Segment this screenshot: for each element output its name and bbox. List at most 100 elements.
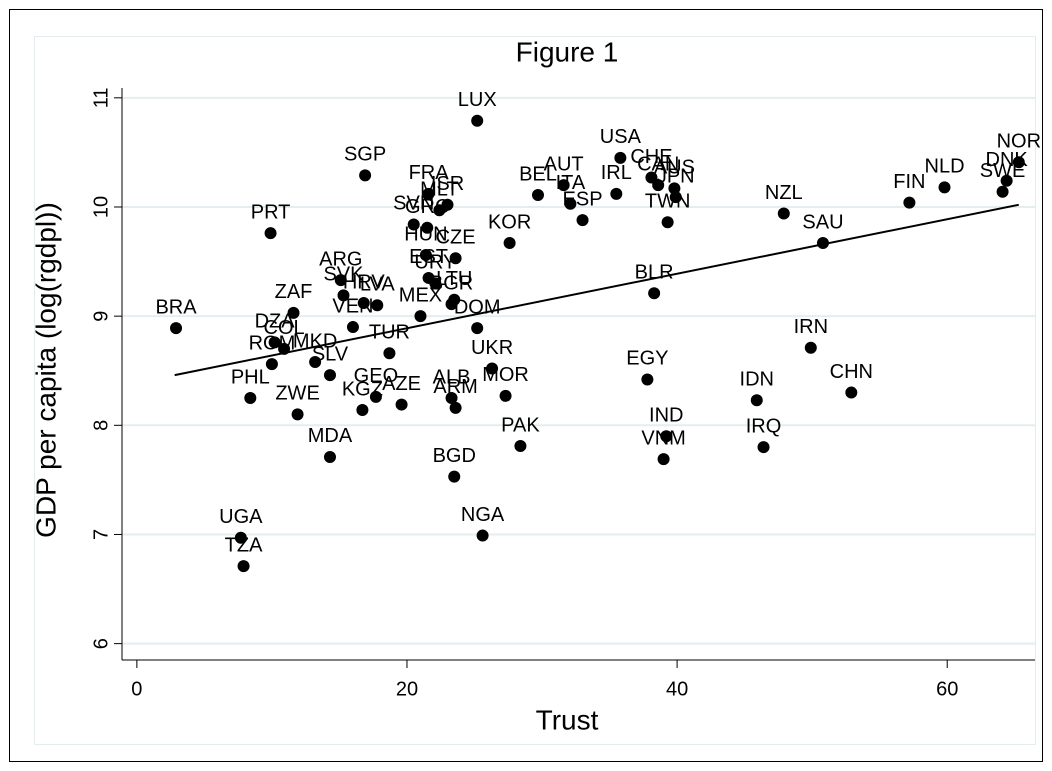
y-tick-label: 11 <box>90 87 112 108</box>
point-label: SLV <box>312 343 349 365</box>
point-label: IRQ <box>746 415 782 437</box>
point <box>777 207 790 220</box>
point <box>816 237 829 250</box>
point <box>291 408 304 421</box>
point <box>449 401 462 414</box>
y-tick-label: 7 <box>90 529 112 540</box>
point <box>996 185 1009 198</box>
point-label: USA <box>600 126 642 148</box>
point-label: HRV <box>343 271 386 293</box>
point <box>657 453 670 466</box>
point-label: AUS <box>654 157 695 179</box>
point <box>471 114 484 127</box>
point-label: ZWE <box>275 383 319 405</box>
point-label: EST <box>409 246 448 268</box>
point-label: BEL <box>519 163 557 185</box>
point <box>323 369 336 382</box>
y-tick-label: 6 <box>90 638 112 649</box>
point-label: UGA <box>219 506 263 528</box>
point-label: MEX <box>399 284 442 306</box>
point <box>265 358 278 371</box>
point <box>170 322 183 335</box>
x-tick-label: 0 <box>131 678 142 700</box>
point-label: CZE <box>436 227 476 249</box>
point-label: EGY <box>626 348 668 370</box>
point <box>429 277 442 290</box>
point-label: LTU <box>436 268 472 290</box>
point <box>614 151 627 164</box>
point <box>471 322 484 335</box>
point-label: ARM <box>433 376 477 398</box>
point <box>449 252 462 265</box>
point-label: IDN <box>740 368 774 390</box>
y-tick-label: 9 <box>90 311 112 322</box>
point-label: PRT <box>251 201 291 223</box>
point <box>757 441 770 454</box>
point-label: DZA <box>255 311 296 333</box>
point-label: LUX <box>458 89 497 111</box>
point <box>244 392 257 405</box>
point <box>346 321 359 334</box>
point <box>531 188 544 201</box>
point-label: IND <box>649 405 683 427</box>
point <box>610 187 623 200</box>
point <box>419 249 432 262</box>
point <box>445 392 458 405</box>
point-label: GRC <box>405 196 449 218</box>
point <box>433 204 446 217</box>
y-axis-label: GDP per capita (log(rgdpl)) <box>30 202 61 538</box>
point-label: SWE <box>980 160 1026 182</box>
point <box>557 179 570 192</box>
point-label: MKD <box>293 330 337 352</box>
point <box>448 293 461 306</box>
point-label: NLD <box>925 156 965 178</box>
x-tick-label: 20 <box>396 678 418 700</box>
y-tick-label: 8 <box>90 420 112 431</box>
point-label: GEO <box>354 365 398 387</box>
point <box>323 450 336 463</box>
point <box>407 218 420 231</box>
y-tick-label: 10 <box>90 196 112 218</box>
point <box>514 440 527 453</box>
point-label: TUR <box>369 322 410 344</box>
point-label: FRA <box>409 162 450 184</box>
point <box>750 394 763 407</box>
point-label: AZE <box>382 373 421 395</box>
point <box>395 398 408 411</box>
point <box>422 187 435 200</box>
x-axis-label: Trust <box>536 704 599 735</box>
point <box>309 355 322 368</box>
point <box>414 310 427 323</box>
point <box>641 373 654 386</box>
x-tick-label: 40 <box>666 678 688 700</box>
grid: 6 7 8 9 10 11 0 20 40 60 <box>90 87 1035 700</box>
point-label: SGP <box>344 144 386 166</box>
point-label: ITA <box>556 172 586 194</box>
point <box>660 430 673 443</box>
point-label: SAU <box>802 211 843 233</box>
point-label: COL <box>264 317 305 339</box>
point <box>564 197 577 210</box>
point-label: BLR <box>635 262 674 284</box>
point <box>661 216 674 229</box>
point <box>237 560 250 573</box>
point <box>334 274 347 287</box>
point-label: BRA <box>155 296 197 318</box>
point <box>1012 156 1025 169</box>
point <box>371 299 384 312</box>
point <box>938 181 951 194</box>
point <box>669 191 682 204</box>
point <box>357 297 370 310</box>
point <box>576 214 589 227</box>
point-label: MOR <box>482 364 529 386</box>
point-label: BGR <box>430 272 473 294</box>
point <box>234 531 247 544</box>
point-label: ESP <box>563 188 603 210</box>
point-label: DNK <box>986 149 1029 171</box>
point-label: BGD <box>433 445 476 467</box>
point-label: SVN <box>393 193 434 215</box>
point-label: MDA <box>308 425 353 447</box>
point-label: JPN <box>657 165 695 187</box>
